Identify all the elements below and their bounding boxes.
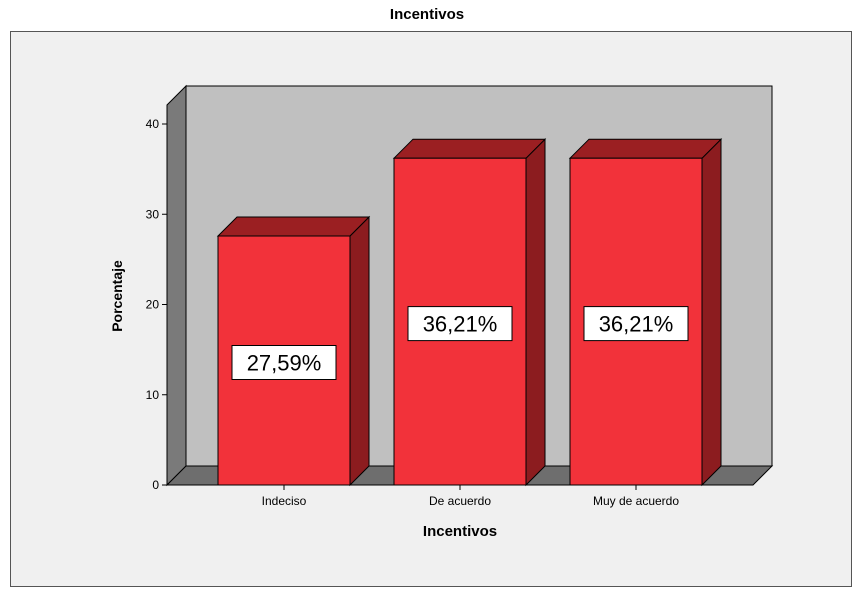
- y-axis-label: Porcentaje: [109, 260, 125, 332]
- x-tick-label: Indeciso: [262, 494, 307, 508]
- x-tick-label: De acuerdo: [429, 494, 491, 508]
- x-tick-label: Muy de acuerdo: [593, 494, 679, 508]
- bar-top[interactable]: [392, 138, 547, 159]
- y-tick-label: 40: [146, 117, 160, 131]
- data-label-box: [583, 306, 689, 342]
- data-label: 36,21%: [599, 312, 674, 337]
- bar-side[interactable]: [701, 137, 722, 487]
- y-tick-label: 0: [152, 478, 159, 492]
- side-wall: [166, 84, 187, 487]
- data-label-box: [407, 306, 513, 342]
- y-tick-label: 30: [146, 207, 160, 221]
- x-axis-label: Incentivos: [423, 523, 497, 540]
- y-tick-label: 10: [146, 388, 160, 402]
- data-label: 27,59%: [247, 351, 322, 376]
- bar-top[interactable]: [216, 216, 371, 237]
- data-label-box: [231, 345, 337, 381]
- bar-side[interactable]: [525, 137, 546, 487]
- bar-top[interactable]: [568, 138, 723, 159]
- data-label: 36,21%: [423, 312, 498, 337]
- bar-side[interactable]: [349, 215, 370, 487]
- y-tick-label: 20: [146, 298, 160, 312]
- chart-title: Incentivos: [389, 6, 465, 23]
